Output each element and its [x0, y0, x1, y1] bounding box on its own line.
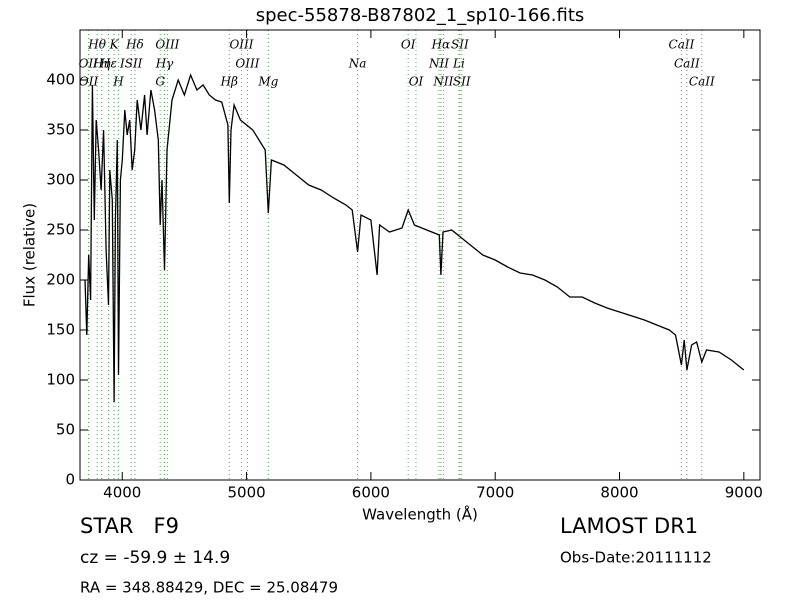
object-class: STAR F9 — [80, 514, 179, 538]
spectral-line-label: OI — [401, 38, 416, 52]
x-tick-label: 9000 — [725, 484, 763, 502]
spectral-line-label: Hη — [92, 57, 111, 71]
y-tick-label: 150 — [46, 321, 75, 339]
y-tick-label: 0 — [65, 471, 75, 489]
spectral-line-label: Hδ — [125, 38, 144, 52]
spectral-line-label: K — [109, 38, 120, 52]
spectrum-line — [84, 73, 745, 403]
spectral-line-label: NII — [432, 75, 453, 89]
spectral-line-label: Li — [452, 57, 465, 71]
spectral-line-label: H — [112, 75, 124, 89]
spectral-line-label: OII — [79, 75, 99, 89]
spectral-line-label: Hα — [431, 38, 451, 52]
spectral-line-label: G — [155, 75, 165, 89]
spectral-line-label: Hε — [99, 57, 117, 71]
spectral-line-label: OIII — [229, 38, 253, 52]
x-tick-label: 6000 — [352, 484, 390, 502]
x-tick-label: 4000 — [103, 484, 141, 502]
spectral-line-label: OIII — [155, 38, 179, 52]
y-tick-label: 400 — [46, 71, 75, 89]
y-axis-label: Flux (relative) — [21, 203, 39, 307]
spectral-line-label: Hβ — [220, 75, 238, 89]
spectral-line-label: Hγ — [155, 57, 174, 71]
y-tick-label: 250 — [46, 221, 75, 239]
x-tick-label: 5000 — [227, 484, 265, 502]
spectral-line-label: OI — [409, 75, 424, 89]
spectral-line-label: CaII — [674, 57, 700, 71]
obs-date: Obs-Date:20111112 — [560, 549, 712, 567]
spectral-line-label: OII — [79, 57, 99, 71]
spectral-line-label: Na — [348, 57, 367, 71]
y-tick-label: 50 — [56, 421, 75, 439]
redshift: cz = -59.9 ± 14.9 — [80, 548, 230, 568]
y-tick-label: 300 — [46, 171, 75, 189]
spectral-line-label: CaII — [669, 38, 695, 52]
spectral-line-label: Mg — [257, 75, 278, 89]
x-axis-label: Wavelength (Å) — [362, 505, 478, 524]
y-tick-label: 200 — [46, 271, 75, 289]
survey: LAMOST DR1 — [560, 514, 698, 538]
spectral-line-label: OIII — [235, 57, 259, 71]
y-tick-label: 350 — [46, 121, 75, 139]
spectral-line-label: CaII — [689, 75, 715, 89]
coordinates: RA = 348.88429, DEC = 25.08479 — [80, 579, 338, 597]
plot-frame — [79, 29, 761, 481]
spectral-line-label: Hθ — [87, 38, 106, 52]
spectral-line-label: ISII — [119, 57, 143, 71]
spectral-line-label: SII — [453, 75, 471, 89]
y-tick-label: 100 — [46, 371, 75, 389]
x-tick-label: 7000 — [476, 484, 514, 502]
x-tick-label: 8000 — [600, 484, 638, 502]
spectral-line-label: SII — [451, 38, 469, 52]
chart-title: spec-55878-B87802_1_sp10-166.fits — [256, 5, 585, 26]
spectral-line-label: NII — [428, 57, 449, 71]
